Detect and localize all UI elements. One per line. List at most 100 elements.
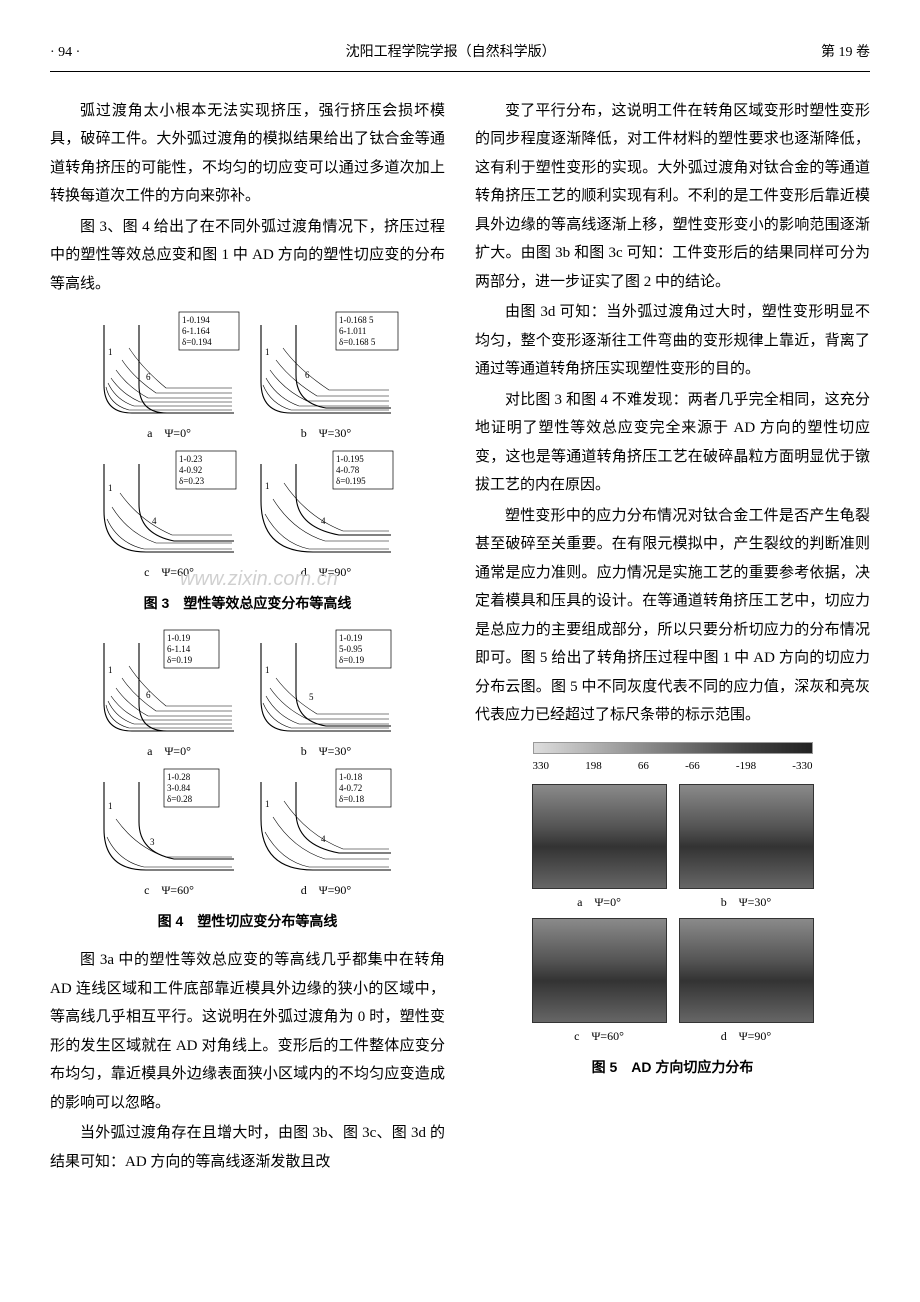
paragraph: 图 3a 中的塑性等效总应变的等高线几乎都集中在转角 AD 连线区域和工件底部靠… — [50, 946, 445, 1117]
svg-text:1: 1 — [265, 799, 270, 809]
content-columns: 弧过渡角太小根本无法实现挤压，强行挤压会损坏模具，破碎工件。大外弧过渡角的模拟结… — [50, 97, 870, 1179]
figure-4: 1-0.19 6-1.14 δ=0.19 1 6 a Ψ=0° 1-0.19 — [50, 628, 445, 934]
fig5-sub-c: c Ψ=60° — [532, 918, 667, 1048]
sub-label: d Ψ=90° — [721, 1025, 771, 1048]
svg-text:4-0.78: 4-0.78 — [336, 465, 360, 475]
sub-label: c Ψ=60° — [144, 879, 194, 902]
colorbar-labels: 330 198 66 -66 -198 -330 — [533, 756, 813, 777]
left-column: 弧过渡角太小根本无法实现挤压，强行挤压会损坏模具，破碎工件。大外弧过渡角的模拟结… — [50, 97, 445, 1179]
paragraph: 变了平行分布，这说明工件在转角区域变形时塑性变形的同步程度逐渐降低，对工件材料的… — [475, 97, 870, 297]
sub-label: b Ψ=30° — [721, 891, 771, 914]
colorbar-value: 330 — [533, 756, 550, 777]
svg-text:3-0.84: 3-0.84 — [167, 783, 191, 793]
contour-plot-icon: 1-0.19 5-0.95 δ=0.19 1 5 — [251, 628, 401, 738]
svg-text:4: 4 — [321, 834, 326, 844]
svg-text:1: 1 — [265, 347, 270, 357]
contour-plot-icon: 1-0.28 3-0.84 δ=0.28 1 3 — [94, 767, 244, 877]
colorbar — [533, 742, 813, 754]
sub-label: c Ψ=60° — [574, 1025, 624, 1048]
paragraph: 图 3、图 4 给出了在不同外弧过渡角情况下，挤压过程中的塑性等效总应变和图 1… — [50, 213, 445, 299]
svg-text:δ=0.19: δ=0.19 — [167, 655, 193, 665]
svg-text:1-0.168 5: 1-0.168 5 — [339, 315, 374, 325]
colorbar-value: -330 — [792, 756, 812, 777]
svg-text:δ=0.194: δ=0.194 — [182, 337, 212, 347]
fig3-sub-a: 1-0.194 6-1.164 δ=0.194 1 6 a Ψ=0° — [94, 310, 244, 445]
page-number: · 94 · — [50, 40, 80, 67]
paragraph: 当外弧过渡角存在且增大时，由图 3b、图 3c、图 3d 的结果可知：AD 方向… — [50, 1119, 445, 1176]
fig5-sub-d: d Ψ=90° — [679, 918, 814, 1048]
svg-text:3: 3 — [150, 837, 155, 847]
svg-text:6: 6 — [146, 690, 151, 700]
svg-text:4-0.92: 4-0.92 — [179, 465, 202, 475]
svg-text:1: 1 — [265, 665, 270, 675]
contour-plot-icon: 1-0.23 4-0.92 δ=0.23 1 4 — [94, 449, 244, 559]
fig4-sub-c: 1-0.28 3-0.84 δ=0.28 1 3 c Ψ=60° — [94, 767, 244, 902]
sub-label: b Ψ=30° — [301, 422, 351, 445]
svg-text:1-0.18: 1-0.18 — [339, 772, 363, 782]
paragraph: 对比图 3 和图 4 不难发现：两者几乎完全相同，这充分地证明了塑性等效总应变完… — [475, 386, 870, 500]
svg-text:δ=0.195: δ=0.195 — [336, 476, 366, 486]
stress-map-icon — [532, 784, 667, 889]
svg-text:6-1.164: 6-1.164 — [182, 326, 210, 336]
contour-plot-icon: 1-0.195 4-0.78 δ=0.195 1 4 — [251, 449, 401, 559]
paragraph: 弧过渡角太小根本无法实现挤压，强行挤压会损坏模具，破碎工件。大外弧过渡角的模拟结… — [50, 97, 445, 211]
stress-map-icon — [532, 918, 667, 1023]
svg-text:4: 4 — [152, 516, 157, 526]
fig4-sub-a: 1-0.19 6-1.14 δ=0.19 1 6 a Ψ=0° — [94, 628, 244, 763]
svg-text:1-0.28: 1-0.28 — [167, 772, 191, 782]
svg-text:δ=0.28: δ=0.28 — [167, 794, 193, 804]
svg-text:4: 4 — [321, 516, 326, 526]
fig3-sub-c: 1-0.23 4-0.92 δ=0.23 1 4 c Ψ=60° — [94, 449, 244, 584]
colorbar-value: -198 — [736, 756, 756, 777]
svg-text:6-1.011: 6-1.011 — [339, 326, 366, 336]
sub-label: a Ψ=0° — [577, 891, 621, 914]
svg-text:4-0.72: 4-0.72 — [339, 783, 362, 793]
fig5-sub-a: a Ψ=0° — [532, 784, 667, 914]
stress-map-icon — [679, 918, 814, 1023]
colorbar-value: 66 — [638, 756, 649, 777]
volume: 第 19 卷 — [821, 40, 870, 67]
sub-label: d Ψ=90° — [301, 561, 351, 584]
journal-name: 沈阳工程学院学报（自然科学版） — [346, 40, 556, 67]
fig3-sub-b: 1-0.168 5 6-1.011 δ=0.168 5 1 6 b Ψ=30° — [251, 310, 401, 445]
svg-text:6: 6 — [146, 372, 151, 382]
figure-caption: 图 4 塑性切应变分布等高线 — [50, 908, 445, 935]
figure-3: 1-0.194 6-1.164 δ=0.194 1 6 a Ψ=0° 1-0 — [50, 310, 445, 616]
sub-label: a Ψ=0° — [147, 740, 191, 763]
sub-label: b Ψ=30° — [301, 740, 351, 763]
svg-text:1-0.23: 1-0.23 — [179, 454, 203, 464]
figure-5: 330 198 66 -66 -198 -330 a Ψ=0° b Ψ=30° — [475, 742, 870, 1081]
contour-plot-icon: 1-0.194 6-1.164 δ=0.194 1 6 — [94, 310, 244, 420]
svg-text:1-0.19: 1-0.19 — [167, 633, 191, 643]
svg-text:6-1.14: 6-1.14 — [167, 644, 191, 654]
svg-text:1: 1 — [108, 801, 113, 811]
svg-text:1-0.19: 1-0.19 — [339, 633, 363, 643]
sub-label: c Ψ=60° — [144, 561, 194, 584]
svg-text:5: 5 — [309, 692, 314, 702]
sub-label: d Ψ=90° — [301, 879, 351, 902]
fig4-sub-d: 1-0.18 4-0.72 δ=0.18 1 4 d Ψ=90° — [251, 767, 401, 902]
colorbar-value: -66 — [685, 756, 700, 777]
svg-text:1: 1 — [108, 483, 113, 493]
svg-text:1: 1 — [265, 481, 270, 491]
fig3-sub-d: 1-0.195 4-0.78 δ=0.195 1 4 d Ψ=90° — [251, 449, 401, 584]
svg-text:1-0.194: 1-0.194 — [182, 315, 210, 325]
svg-text:δ=0.18: δ=0.18 — [339, 794, 365, 804]
figure-caption: 图 5 AD 方向切应力分布 — [475, 1054, 870, 1081]
contour-plot-icon: 1-0.19 6-1.14 δ=0.19 1 6 — [94, 628, 244, 738]
svg-text:δ=0.168 5: δ=0.168 5 — [339, 337, 376, 347]
right-column: 变了平行分布，这说明工件在转角区域变形时塑性变形的同步程度逐渐降低，对工件材料的… — [475, 97, 870, 1179]
contour-plot-icon: 1-0.18 4-0.72 δ=0.18 1 4 — [251, 767, 401, 877]
svg-text:δ=0.23: δ=0.23 — [179, 476, 205, 486]
page-header: · 94 · 沈阳工程学院学报（自然科学版） 第 19 卷 — [50, 40, 870, 72]
figure-caption: 图 3 塑性等效总应变分布等高线 — [50, 590, 445, 617]
colorbar-value: 198 — [585, 756, 602, 777]
paragraph: 塑性变形中的应力分布情况对钛合金工件是否产生龟裂甚至破碎至关重要。在有限元模拟中… — [475, 502, 870, 730]
sub-label: a Ψ=0° — [147, 422, 191, 445]
stress-map-icon — [679, 784, 814, 889]
svg-text:1: 1 — [108, 347, 113, 357]
svg-text:1-0.195: 1-0.195 — [336, 454, 364, 464]
svg-text:5-0.95: 5-0.95 — [339, 644, 363, 654]
fig5-sub-b: b Ψ=30° — [679, 784, 814, 914]
svg-text:6: 6 — [305, 370, 310, 380]
